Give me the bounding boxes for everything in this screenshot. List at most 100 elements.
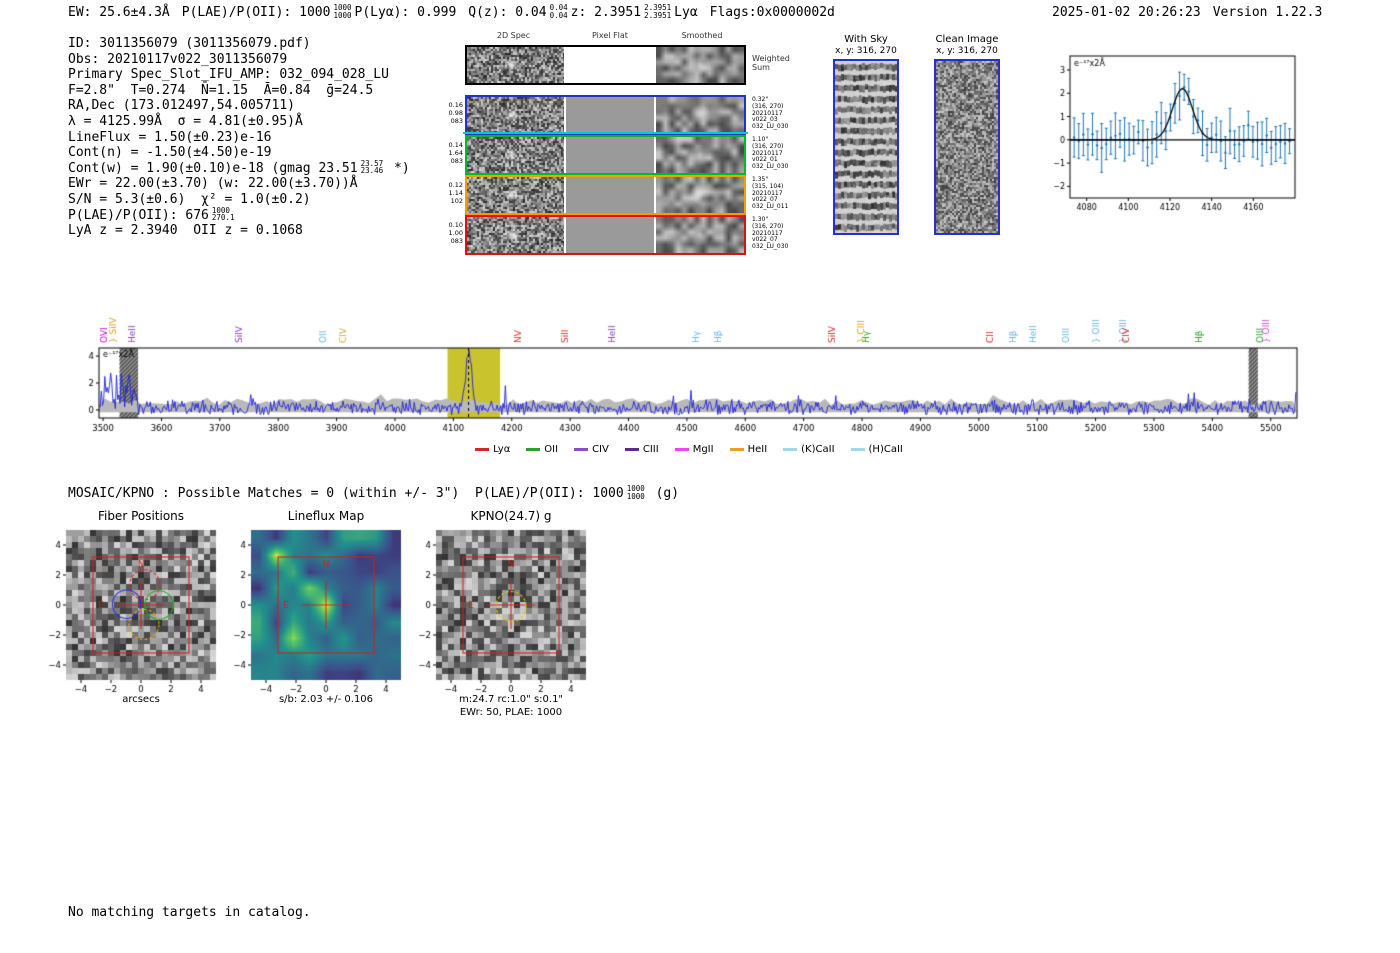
mosaic-match-line: MOSAIC/KPNO : Possible Matches = 0 (with… xyxy=(68,485,679,501)
header-z: z: 2.3951 xyxy=(570,5,642,20)
fiber-id-value: (315, 104) xyxy=(752,182,784,190)
fraction-bottom: 270.1 xyxy=(211,213,235,223)
legend-item: CIV xyxy=(574,444,609,455)
legend-swatch xyxy=(729,448,744,451)
fiber-weight-value: 0.12 xyxy=(448,181,463,189)
col-header-smoothed: Smoothed xyxy=(681,31,723,40)
full-spectrum-chart xyxy=(60,262,1318,448)
fiber-id-value: 032_LU_030 xyxy=(752,123,789,131)
weighted-2dspec-image xyxy=(467,47,564,83)
fiber-id-value: 1.30" xyxy=(752,216,769,223)
info-line: S/N = 5.3(±0.6) χ² = 1.0(±0.2) xyxy=(68,192,410,208)
fraction-top: 1000 xyxy=(211,205,230,215)
spec2d-row-left-labels: 0.12 1.14 102 xyxy=(443,181,463,205)
fiber-id-value: (316, 270) xyxy=(752,222,784,230)
header-version: Version 1.22.3 xyxy=(1212,5,1323,20)
fiber-id-value: 20210117 xyxy=(752,189,783,197)
spec2d-row-smoothed-image xyxy=(656,137,744,173)
spec2d-row-pixelflat xyxy=(564,137,656,173)
legend-swatch xyxy=(526,448,541,451)
kpno-xlabel2: EWr: 50, PLAE: 1000 xyxy=(459,707,563,718)
fiber-id-value: 1.35" xyxy=(752,176,769,183)
info-line: λ = 4125.99Å σ = 4.81(±0.95)Å xyxy=(68,114,410,130)
spec2d-row-right-labels: 1.35" (315, 104) 20210117 v022_07 032_LU_011 xyxy=(752,176,814,211)
fiber-weight-value: 0.16 xyxy=(448,101,463,109)
legend-item: CIII xyxy=(624,444,659,455)
catalog-note-line1: No matching targets in catalog. xyxy=(68,905,311,920)
legend-label: OII xyxy=(544,444,559,455)
spec2d-row-smoothed-image xyxy=(656,177,744,213)
fiber-weight-value: 083 xyxy=(450,157,463,165)
info-text: LineFlux = 1.50(±0.23)e-16 xyxy=(68,129,272,145)
legend-item: Lyα xyxy=(475,444,510,455)
cutout-row-topline xyxy=(463,132,748,134)
fiber-id-value: 20210117 xyxy=(752,229,783,237)
legend-item: MgII xyxy=(674,444,714,455)
spectrum-legend: Lyα OII CIV CIII MgII HeII (K)CaII (H)CaII xyxy=(60,444,1318,455)
kpno-title: KPNO(24.7) g xyxy=(470,509,552,523)
header-bar: EW: 25.6±4.3Å P(LAE)/P(OII): 1000 1000 1000… xyxy=(68,3,835,20)
catalog-note-line2: Row intentionally blank. xyxy=(68,952,311,953)
info-text: λ = 4125.99Å σ = 4.81(±0.95)Å xyxy=(68,113,303,129)
lineflux-map-canvas xyxy=(225,528,403,702)
fiber-positions-title: Fiber Positions xyxy=(97,509,185,523)
spec2d-row-pixelflat xyxy=(564,177,656,213)
kpno-image-canvas xyxy=(410,528,588,702)
legend-swatch xyxy=(475,448,490,451)
fiber-id-value: v022_07 xyxy=(752,236,778,244)
header-plae: P(LAE)/P(OII): 1000 xyxy=(181,5,331,20)
spec2d-row-2dspec-image xyxy=(467,217,564,253)
fiber-weight-value: 1.64 xyxy=(448,149,463,157)
fiber-weight-value: 102 xyxy=(450,197,463,205)
info-line: P(LAE)/P(OII): 676 1000 270.1 xyxy=(68,205,410,224)
fiber-weight-value: 083 xyxy=(450,237,463,245)
spec2d-row-pixelflat xyxy=(564,217,656,253)
weighted-smoothed-image xyxy=(656,47,744,83)
info-text: S/N = 5.3(±0.6) χ² = 1.0(±0.2) xyxy=(68,191,311,207)
info-text: Cont(n) = -1.50(±4.50)e-19 xyxy=(68,145,272,161)
info-fraction: 23.57 23.46 xyxy=(361,160,384,175)
fiber-id-value: v022_07 xyxy=(752,196,778,204)
fiber-id-value: (316, 270) xyxy=(752,142,784,150)
info-line: Obs: 20210117v022_3011356079 xyxy=(68,52,410,68)
fiber-weight-value: 0.14 xyxy=(448,141,463,149)
with-sky-panel: With Sky x, y: 316, 270 xyxy=(818,34,914,235)
fiber-id-value: (316, 270) xyxy=(752,102,784,110)
legend-item: OII xyxy=(526,444,558,455)
info-line: Cont(n) = -1.50(±4.50)e-19 xyxy=(68,145,410,161)
info-line: Cont(w) = 1.90(±0.10)e-18 (gmag 23.51 23.… xyxy=(68,160,410,177)
fiber-weight-value: 0.10 xyxy=(448,221,463,229)
fiber-id-value: v022_01 xyxy=(752,156,778,164)
weighted-sum-label-line2: Sum xyxy=(752,63,770,72)
info-line: Primary Spec_Slot_IFU_AMP: 032_094_028_L… xyxy=(68,67,410,83)
header-plae-fraction: 1000 1000 xyxy=(333,3,352,20)
header-qz: Q(z): 0.04 xyxy=(468,5,547,20)
with-sky-image xyxy=(835,61,897,233)
fiber-id-value: v022_03 xyxy=(752,116,778,124)
info-line: LyA z = 2.3940 OII z = 0.1068 xyxy=(68,223,410,239)
fiber-id-value: 0.32" xyxy=(752,96,769,103)
fiber-id-value: 1.10" xyxy=(752,136,769,143)
clean-image-panel: Clean Image x, y: 316, 270 xyxy=(919,34,1015,235)
fiber-positions-xlabel: arcsecs xyxy=(122,694,160,705)
with-sky-frame xyxy=(833,59,899,235)
legend-label: (K)CaII xyxy=(801,444,835,455)
info-line: EWr = 22.00(±3.70) (w: 22.00(±3.70))Å xyxy=(68,176,410,192)
header-classification: Lyα xyxy=(674,5,698,20)
info-text: LyA z = 2.3940 OII z = 0.1068 xyxy=(68,223,303,239)
legend-item: HeII xyxy=(729,444,767,455)
with-sky-coords: x, y: 316, 270 xyxy=(835,46,897,56)
clean-image-coords: x, y: 316, 270 xyxy=(936,46,998,56)
spec2d-row-smoothed-image xyxy=(656,97,744,133)
header-flags: Flags:0x0000002d xyxy=(709,5,835,20)
header-datetime: 2025-01-02 20:26:23 xyxy=(1052,5,1201,20)
info-text: Primary Spec_Slot_IFU_AMP: 032_094_028_L… xyxy=(68,67,389,83)
spec2d-row-right-labels: 1.30" (316, 270) 20210117 v022_07 032_LU_030 xyxy=(752,216,814,251)
fraction-bottom: 23.46 xyxy=(360,166,384,176)
weighted-sum-label-line1: Weighted xyxy=(752,54,790,63)
header-qz-fraction: 0.04 0.04 xyxy=(549,3,568,20)
fiber-id-value: 20210117 xyxy=(752,109,783,117)
spec2d-row-pixelflat xyxy=(564,97,656,133)
info-line: F=2.8" T=0.274 N̄=1.15 Ā=0.84 ḡ=24.5 xyxy=(68,83,410,99)
spec2d-row xyxy=(465,135,746,175)
